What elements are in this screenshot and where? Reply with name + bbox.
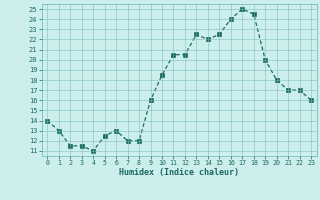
- X-axis label: Humidex (Indice chaleur): Humidex (Indice chaleur): [119, 168, 239, 177]
